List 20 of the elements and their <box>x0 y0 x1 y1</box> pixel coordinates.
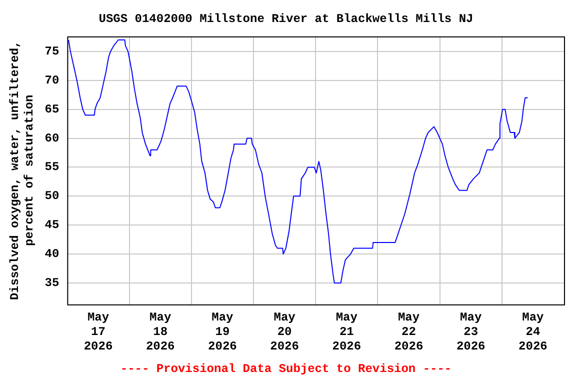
x-tick-label: May 20 2026 <box>270 310 299 354</box>
y-tick-label: 40 <box>44 247 60 262</box>
y-tick-label: 35 <box>44 276 60 290</box>
x-tick-label: May 17 2026 <box>84 310 113 354</box>
y-tick-label: 75 <box>44 44 60 58</box>
y-tick-label: 60 <box>44 131 60 146</box>
x-tick-label: May 19 2026 <box>208 310 237 354</box>
y-tick-label: 65 <box>44 102 60 116</box>
y-tick-label: 55 <box>44 160 60 174</box>
y-axis-title: Dissolved oxygen, water, unfiltered, percent of saturation <box>8 40 37 300</box>
y-tick-label: 70 <box>44 73 60 88</box>
chart-title: USGS 01402000 Millstone River at Blackwells Mills NJ <box>98 12 474 26</box>
text: ---- Provisional Data Subject to Revision ---- <box>120 362 452 376</box>
y-tick-label: 50 <box>44 189 60 204</box>
y-tick-label: 45 <box>44 218 60 232</box>
x-tick-label: May 18 2026 <box>146 310 175 354</box>
x-tick-label: May 24 2026 <box>518 310 548 354</box>
x-tick-label: May 21 2026 <box>332 310 362 354</box>
x-tick-label: May 22 2026 <box>394 310 424 354</box>
x-tick-label: May 23 2026 <box>456 310 486 354</box>
